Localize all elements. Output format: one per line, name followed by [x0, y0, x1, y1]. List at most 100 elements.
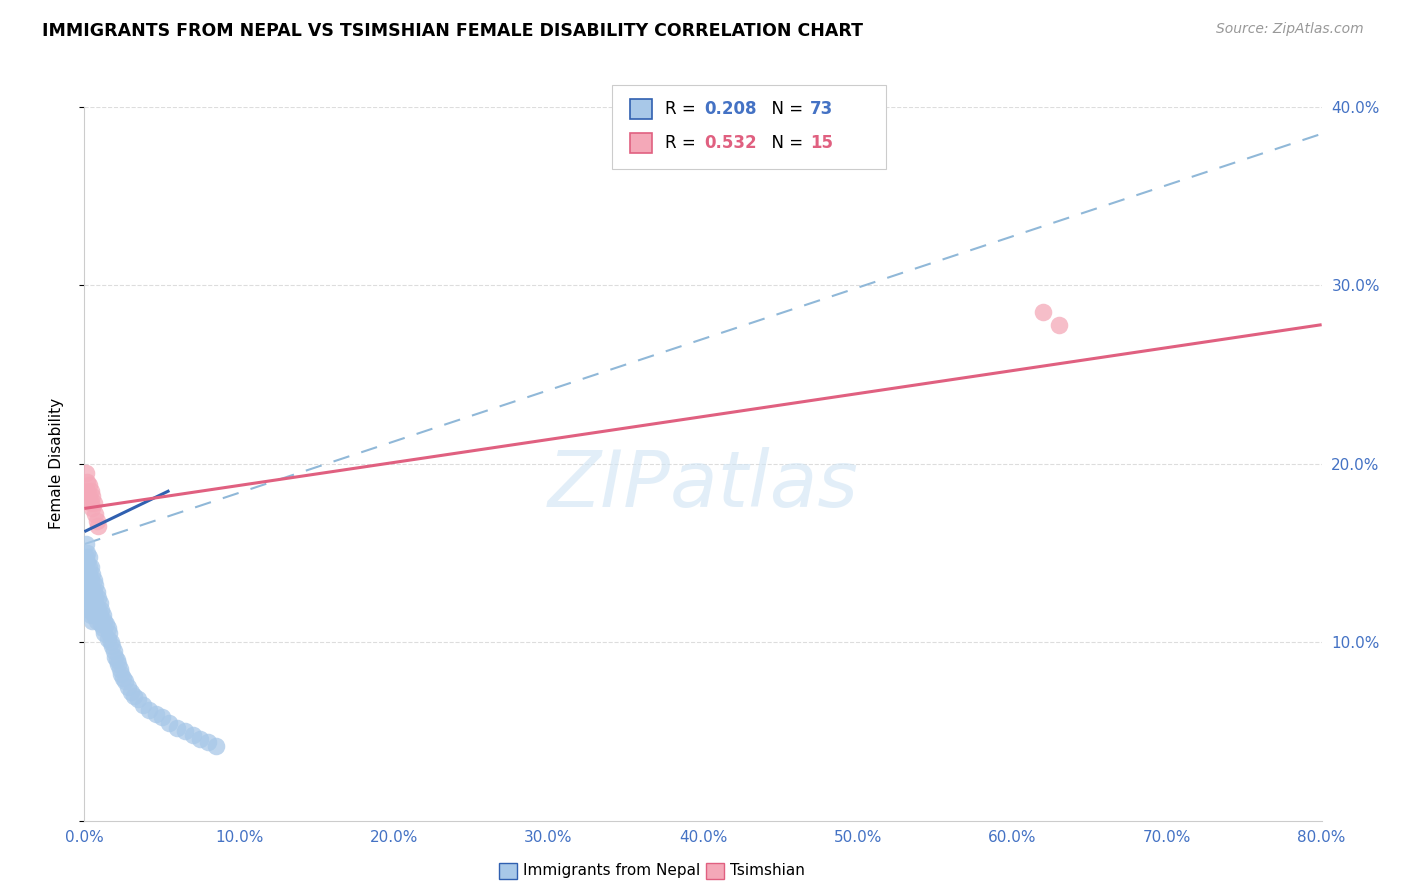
Point: [1032, 305, 1054, 319]
Point: [93, 626, 115, 640]
Point: [107, 657, 129, 671]
Point: [159, 715, 181, 730]
Text: 73: 73: [810, 100, 834, 118]
Point: [101, 639, 124, 653]
Point: [82, 603, 104, 617]
Point: [117, 680, 139, 694]
Point: [75, 537, 97, 551]
Point: [75, 564, 97, 578]
Point: [94, 617, 117, 632]
Point: [84, 591, 107, 605]
Point: [77, 591, 100, 605]
Point: [122, 689, 145, 703]
Point: [145, 706, 167, 721]
Point: [87, 519, 110, 533]
Point: [93, 614, 115, 628]
Text: 0.532: 0.532: [704, 134, 756, 152]
Point: [84, 578, 107, 592]
Point: [181, 728, 204, 742]
Point: [91, 621, 114, 635]
Point: [97, 621, 120, 635]
Point: [197, 735, 219, 749]
Point: [82, 489, 104, 503]
Point: [75, 466, 97, 480]
Text: N =: N =: [761, 134, 808, 152]
Point: [77, 560, 100, 574]
Point: [98, 626, 121, 640]
Point: [76, 578, 98, 592]
Point: [104, 649, 127, 664]
Text: 15: 15: [810, 134, 832, 152]
Text: ZIPatlas: ZIPatlas: [547, 447, 859, 524]
Point: [90, 617, 112, 632]
Point: [79, 596, 101, 610]
Point: [82, 582, 104, 596]
Point: [76, 483, 98, 498]
Point: [82, 501, 104, 516]
Point: [166, 721, 188, 735]
Point: [76, 567, 98, 582]
Point: [89, 596, 111, 610]
Point: [77, 549, 100, 564]
Point: [76, 591, 98, 605]
Text: IMMIGRANTS FROM NEPAL VS TSIMSHIAN FEMALE DISABILITY CORRELATION CHART: IMMIGRANTS FROM NEPAL VS TSIMSHIAN FEMAL…: [42, 22, 863, 40]
Point: [79, 560, 101, 574]
Point: [77, 478, 100, 492]
Point: [110, 667, 132, 681]
Point: [138, 703, 160, 717]
Point: [86, 514, 108, 528]
Point: [128, 692, 150, 706]
Point: [100, 635, 122, 649]
Point: [174, 724, 197, 739]
Point: [188, 731, 212, 746]
Text: Tsimshian: Tsimshian: [730, 863, 804, 878]
Point: [83, 596, 105, 610]
Point: [75, 549, 97, 564]
Point: [79, 483, 101, 498]
Point: [86, 585, 108, 599]
Point: [77, 603, 100, 617]
Point: [77, 489, 100, 503]
Point: [97, 632, 120, 646]
Text: R =: R =: [665, 134, 702, 152]
Point: [132, 698, 155, 712]
Point: [112, 671, 135, 685]
Point: [79, 585, 101, 599]
Point: [150, 710, 173, 724]
Point: [82, 614, 104, 628]
Point: [87, 591, 110, 605]
Point: [76, 475, 98, 489]
Point: [76, 546, 98, 560]
Point: [83, 585, 105, 599]
Point: [76, 555, 98, 569]
Point: [77, 567, 100, 582]
Point: [79, 573, 101, 587]
Point: [77, 578, 100, 592]
Point: [79, 608, 101, 623]
Text: Source: ZipAtlas.com: Source: ZipAtlas.com: [1216, 22, 1364, 37]
Text: R =: R =: [665, 100, 702, 118]
Point: [83, 573, 105, 587]
Point: [86, 614, 108, 628]
Point: [120, 685, 142, 699]
Text: 0.208: 0.208: [704, 100, 756, 118]
Point: [114, 674, 136, 689]
Text: N =: N =: [761, 100, 808, 118]
Point: [79, 496, 101, 510]
Point: [86, 599, 108, 614]
Point: [108, 662, 131, 676]
Point: [83, 496, 105, 510]
Point: [83, 608, 105, 623]
Point: [87, 603, 110, 617]
Point: [205, 739, 228, 753]
Point: [82, 594, 104, 608]
Point: [84, 603, 107, 617]
Point: [89, 608, 111, 623]
Point: [84, 507, 107, 521]
Text: Immigrants from Nepal: Immigrants from Nepal: [523, 863, 700, 878]
Point: [105, 653, 128, 667]
Y-axis label: Female Disability: Female Disability: [49, 398, 63, 530]
Point: [90, 603, 112, 617]
Point: [82, 567, 104, 582]
Point: [103, 644, 125, 658]
